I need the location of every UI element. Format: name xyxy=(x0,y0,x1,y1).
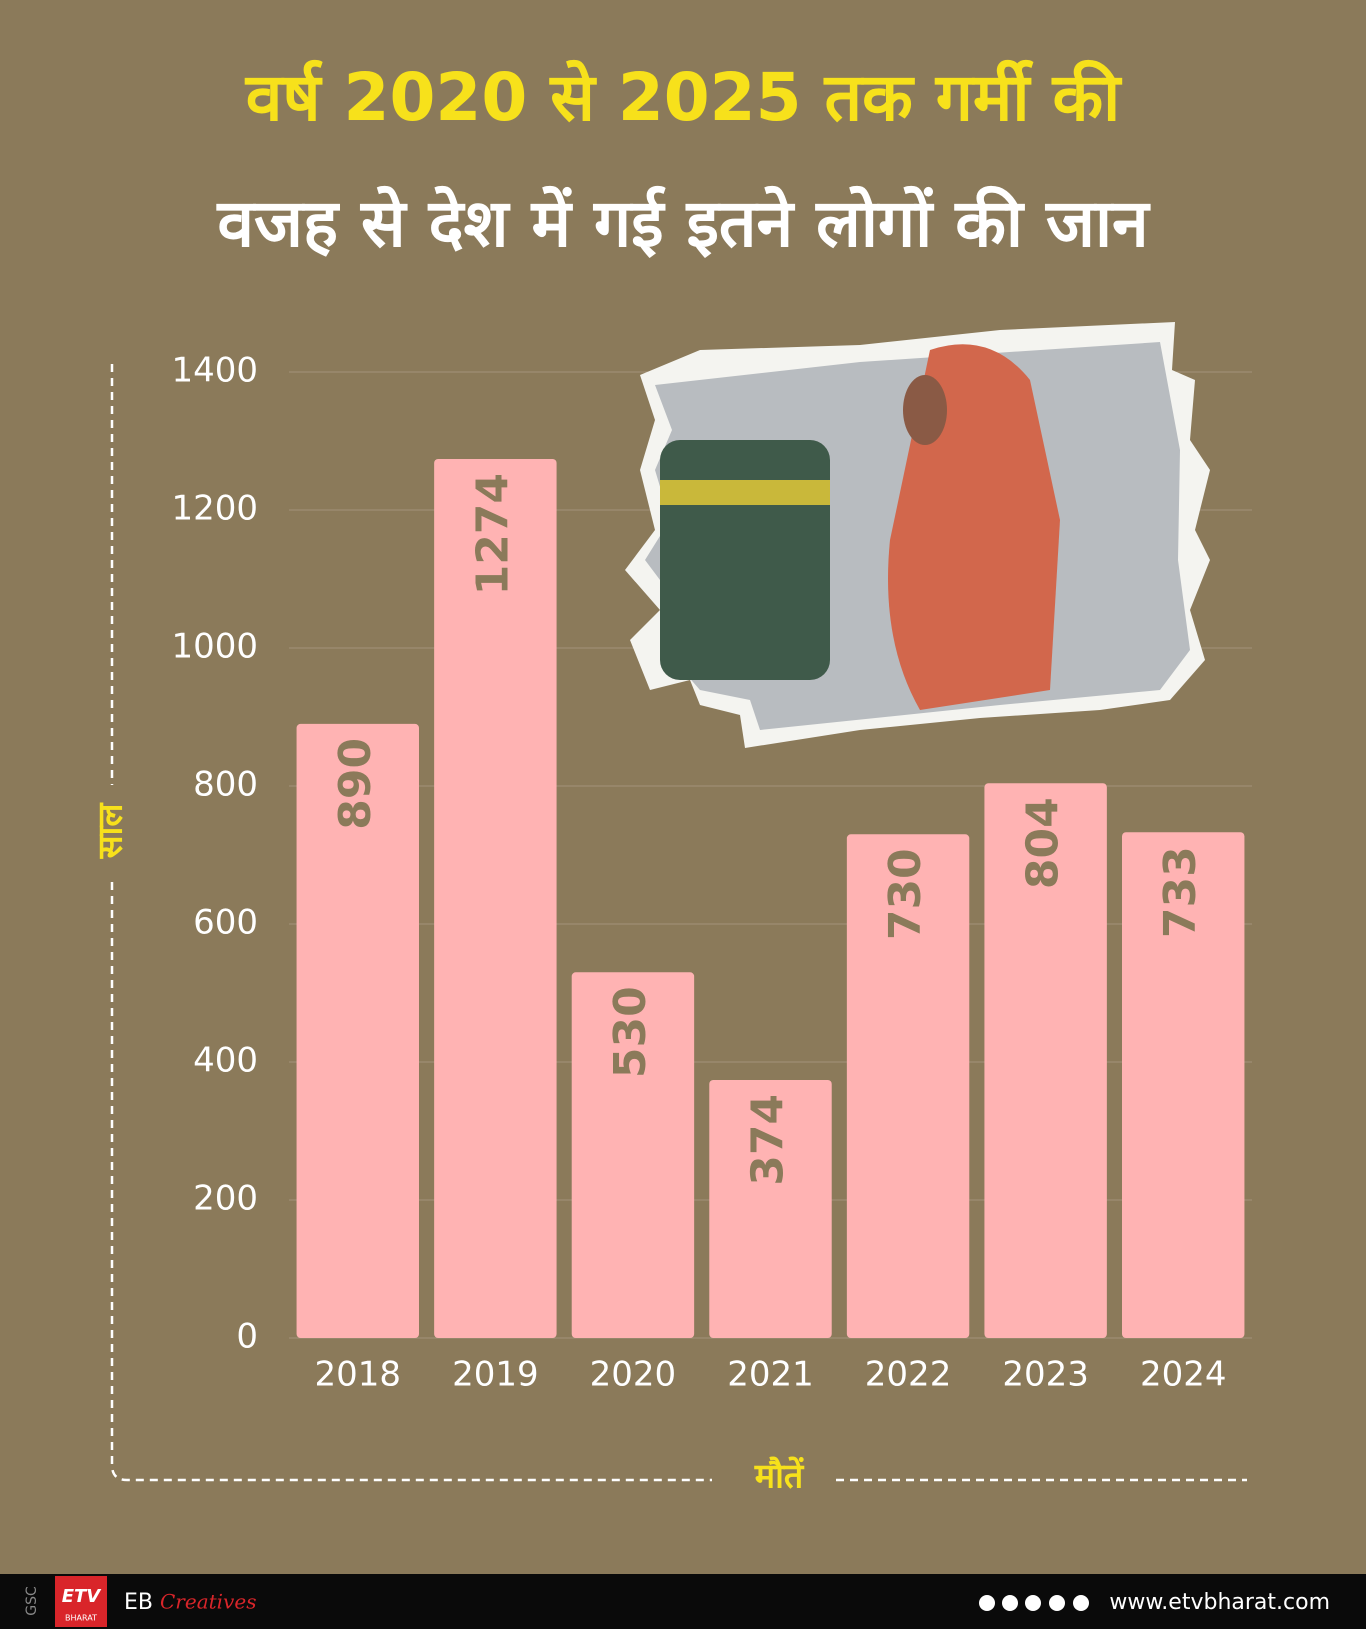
value-label: 890 xyxy=(330,738,381,830)
value-label: 804 xyxy=(1018,797,1069,889)
chart-title: वर्ष 2020 से 2025 तक गर्मी की xyxy=(244,59,1123,136)
axis-frame xyxy=(110,364,1247,1482)
label-gap xyxy=(95,785,129,880)
x-axis-label: मौतें xyxy=(754,1456,805,1497)
footer-bar xyxy=(0,1574,1366,1629)
brand-script: Creatives xyxy=(160,1590,256,1614)
marks: 2018 890 2019 1274 2020 530 2021 374 2022 730 2023… xyxy=(296,458,1245,1395)
bar xyxy=(1121,832,1245,1338)
y-axis-label: साल xyxy=(91,802,131,860)
logo: ETV xyxy=(62,1586,103,1607)
y-tick-label: 1400 xyxy=(171,351,258,391)
brand: EB xyxy=(124,1590,153,1615)
y-tick-label: 1200 xyxy=(171,489,258,529)
chart-title: वजह से देश में गई इतने लोगों की जान xyxy=(215,185,1151,262)
y-tick-label: 400 xyxy=(193,1041,258,1081)
y-tick-label: 600 xyxy=(193,903,258,943)
x-tick-label: 2019 xyxy=(452,1355,539,1395)
x-tick-label: 2020 xyxy=(590,1355,677,1395)
value-label: 530 xyxy=(605,986,656,1078)
x-tick-label: 2022 xyxy=(865,1355,952,1395)
value-label: 733 xyxy=(1155,846,1206,938)
bar xyxy=(984,783,1107,1338)
value-label: 374 xyxy=(743,1094,794,1186)
bar xyxy=(846,834,970,1338)
footer-code: GSC xyxy=(24,1586,40,1616)
y-tick-label: 0 xyxy=(236,1317,258,1357)
bar xyxy=(296,723,420,1338)
bar xyxy=(709,1079,832,1338)
site-url: www.etvbharat.com xyxy=(1109,1590,1330,1615)
logo-sub: BHARAT xyxy=(65,1614,97,1623)
x-tick-label: 2018 xyxy=(315,1355,402,1395)
photo xyxy=(625,322,1210,748)
social-icons xyxy=(979,1595,1089,1611)
x-tick-label: 2023 xyxy=(1002,1355,1089,1395)
value-label: 1274 xyxy=(467,473,518,595)
bar xyxy=(434,458,557,1338)
x-tick-label: 2021 xyxy=(727,1355,814,1395)
y-tick-label: 1000 xyxy=(171,627,258,667)
y-tick-label: 800 xyxy=(193,765,258,805)
y-tick-label: 200 xyxy=(193,1179,258,1219)
bar xyxy=(571,972,695,1338)
logo-box xyxy=(55,1576,107,1627)
value-label: 730 xyxy=(880,848,931,940)
x-tick-label: 2024 xyxy=(1140,1355,1227,1395)
